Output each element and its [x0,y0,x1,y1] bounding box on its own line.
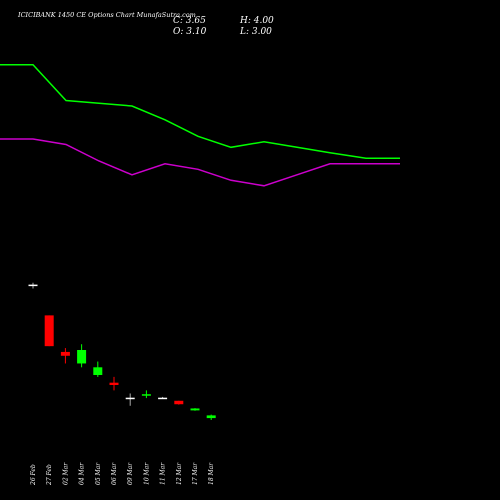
low-value: L: 3.00 [240,27,272,37]
candles [28,282,216,420]
x-tick-label: 18 Mar [208,462,215,485]
candle [109,376,119,391]
high-value: H: 4.00 [240,16,274,26]
candle-body [60,351,70,356]
indicator-lines [0,64,400,187]
candle-body [109,382,119,385]
indicator-line-2 [0,138,400,187]
candle [125,393,135,406]
x-tick-label: 04 Mar [79,462,86,485]
candle-body [158,397,168,400]
x-tick-label: 27 Feb [46,464,53,486]
candle-body [28,284,38,287]
candle [28,282,38,289]
x-tick-label: 11 Mar [160,462,167,485]
x-tick-label: 17 Mar [192,462,199,485]
candle [44,315,54,347]
candle [158,396,168,400]
x-tick-label: 26 Feb [30,464,37,486]
candle-body [206,415,216,419]
indicator-line-1 [0,64,400,160]
close-value: C: 3.65 [173,16,206,26]
candle-body [174,400,184,405]
candle [141,390,151,399]
candle-body [125,397,135,400]
x-tick-label: 05 Mar [95,462,102,485]
x-axis-labels: 26 Feb 27 Feb 02 Mar 04 Mar 05 Mar 06 Mar 09 M… [30,462,215,486]
candle [206,414,216,420]
candle-body [77,350,87,364]
chart-title: ICICIBANK 1450 CE Options Chart MunafaSu… [18,11,196,19]
x-tick-label: 06 Mar [111,462,118,485]
candle-body [190,408,200,411]
candle [174,400,184,405]
candle-body [44,315,54,347]
candle [60,348,70,364]
candle-body [141,394,151,396]
candle [93,361,103,377]
x-tick-label: 10 Mar [143,462,150,485]
candle [77,344,87,368]
x-tick-label: 09 Mar [127,462,134,485]
x-tick-label: 02 Mar [62,462,69,485]
x-tick-label: 12 Mar [176,462,183,485]
candle [190,408,200,411]
open-value: O: 3.10 [173,27,207,37]
candle-body [93,367,103,375]
